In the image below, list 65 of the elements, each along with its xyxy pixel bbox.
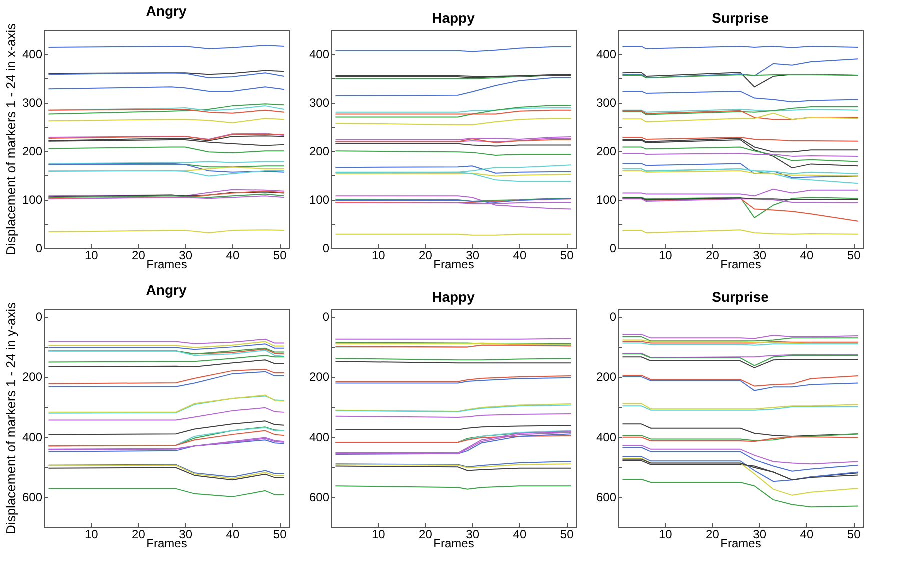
x-tick-label: 20 (132, 528, 146, 542)
y-tick-label: 200 (596, 144, 617, 159)
y-tick-label: 100 (309, 193, 330, 208)
y-tick-label: 600 (309, 490, 330, 504)
y-tick-label: 400 (22, 430, 43, 444)
x-tick-label: 10 (658, 248, 673, 262)
x-tick-label: 20 (706, 248, 720, 262)
y-tick-label: 400 (309, 48, 330, 62)
y-tick-label: 200 (596, 370, 617, 384)
x-tick-label: 20 (132, 248, 146, 262)
y-tick-label: 200 (22, 144, 43, 159)
y-tick-label: 200 (309, 144, 330, 159)
chart-title: Happy (432, 10, 476, 26)
x-tick-label: 40 (226, 248, 240, 262)
y-tick-label: 400 (22, 48, 43, 62)
y-tick-label: 0 (610, 310, 617, 324)
chart-title: Surprise (712, 10, 770, 26)
y-tick-label: 300 (22, 96, 43, 110)
chart-title: Happy (432, 289, 476, 305)
x-tick-label: 10 (84, 248, 99, 262)
x-tick-label: 40 (513, 248, 527, 262)
y-tick-label: 0 (610, 242, 617, 256)
x-tick-label: 40 (800, 528, 814, 542)
y-tick-label: 600 (22, 490, 43, 504)
x-tick-label: 50 (847, 528, 862, 542)
y-tick-label: 100 (596, 193, 617, 208)
y-tick-label: 400 (596, 430, 617, 444)
x-tick-label: 40 (513, 528, 527, 542)
y-tick-label: 400 (596, 48, 617, 62)
x-tick-label: 40 (226, 528, 240, 542)
x-tick-label: 30 (466, 528, 480, 542)
y-tick-label: 200 (22, 370, 43, 384)
y-axis-title: Displacement of markers 1 - 24 in y-axis (3, 302, 18, 534)
x-tick-label: 40 (800, 248, 814, 262)
y-tick-label: 300 (309, 96, 330, 110)
x-tick-label: 50 (273, 528, 288, 542)
y-tick-label: 600 (596, 490, 617, 504)
y-tick-label: 200 (309, 370, 330, 384)
chart-title: Angry (146, 282, 187, 298)
y-tick-label: 0 (36, 310, 43, 324)
x-tick-label: 20 (419, 248, 433, 262)
x-tick-label: 20 (706, 528, 720, 542)
y-tick-label: 300 (596, 96, 617, 110)
x-tick-label: 10 (84, 528, 99, 542)
x-tick-label: 30 (753, 248, 767, 262)
x-tick-label: 50 (847, 248, 862, 262)
y-tick-label: 400 (309, 430, 330, 444)
x-tick-label: 10 (372, 528, 386, 542)
x-tick-label: 30 (753, 528, 767, 542)
x-tick-label: 10 (372, 248, 386, 262)
y-tick-label: 100 (22, 193, 43, 208)
x-tick-label: 20 (419, 528, 433, 542)
x-tick-label: 30 (179, 528, 193, 542)
x-tick-label: 10 (658, 528, 673, 542)
x-tick-label: 50 (560, 528, 574, 542)
y-tick-label: 0 (322, 310, 330, 324)
y-tick-label: 0 (322, 242, 330, 256)
chart-title: Surprise (712, 289, 770, 305)
x-tick-label: 30 (466, 248, 480, 262)
x-tick-label: 30 (179, 248, 193, 262)
y-tick-label: 0 (36, 242, 43, 256)
x-tick-label: 50 (273, 248, 288, 262)
y-axis-title: Displacement of markers 1 - 24 in x-axis (3, 23, 18, 256)
x-tick-label: 50 (560, 248, 574, 262)
chart-title: Angry (146, 3, 187, 20)
